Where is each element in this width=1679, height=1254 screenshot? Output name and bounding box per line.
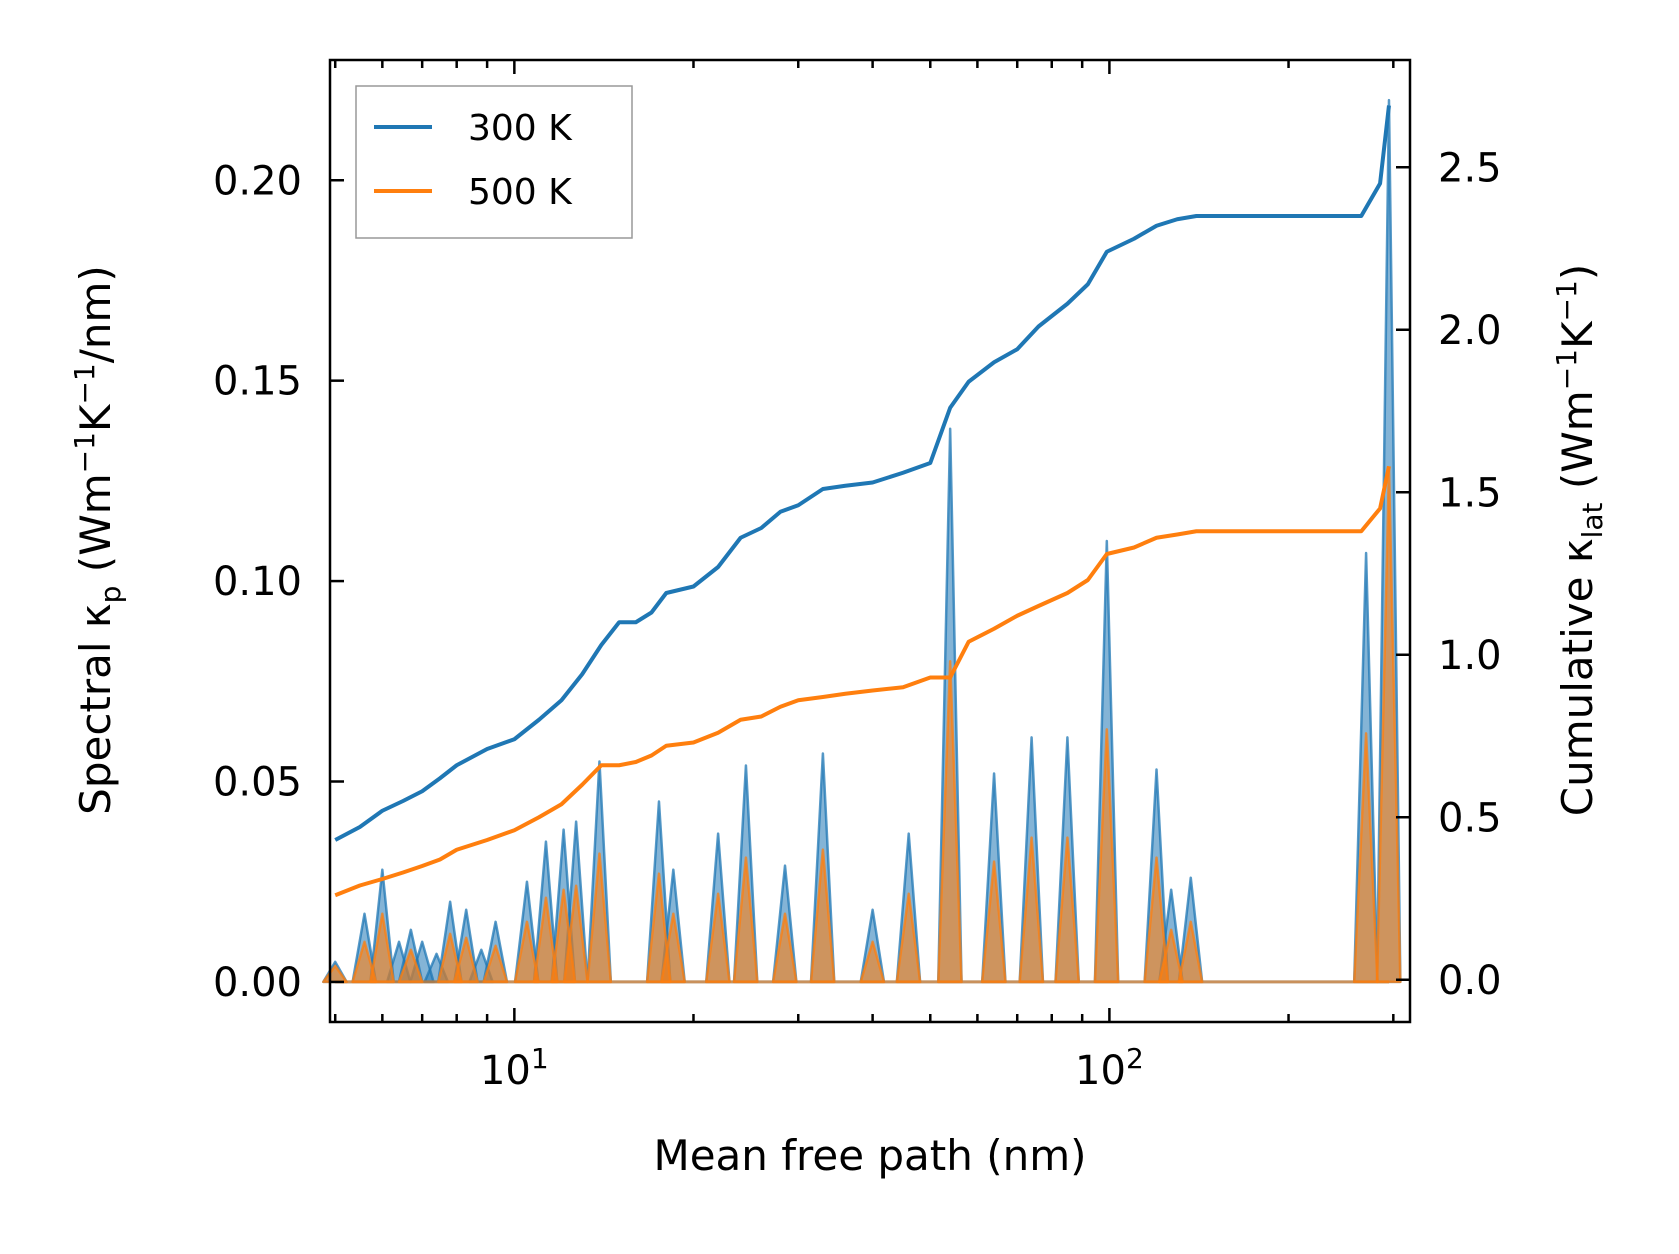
x-tick-label-100: 102	[1075, 1042, 1144, 1094]
y-right-tick-label-5: 2.5	[1438, 145, 1502, 191]
y-left-tick-label-4: 0.20	[213, 158, 302, 204]
y-left-label-tail: /nm)	[71, 265, 120, 363]
legend-label-300K: 300 K	[468, 108, 573, 149]
legend-box	[355, 85, 633, 239]
axis-tick-labels: 101 1020.000.050.100.150.200.00.51.01.52.…	[213, 145, 1502, 1094]
y-right-label-sub: lat	[1576, 502, 1609, 538]
y-left-label-unit: (Wm	[71, 473, 120, 585]
legend: 300 K 500 K	[355, 85, 633, 239]
cumulative-line-300K	[334, 105, 1391, 842]
plot-frame	[328, 58, 1412, 1024]
y-left-label-sup2: −1	[68, 363, 101, 404]
y-left-tick-label-0: 0.00	[213, 960, 302, 1006]
cumulative-line-500K	[334, 465, 1391, 898]
y-left-label-sub: p	[94, 586, 127, 604]
x-tick-label-base: 10	[1075, 1048, 1126, 1094]
y-right-label-k: K	[1553, 320, 1602, 349]
axis-ticks	[330, 60, 1410, 1022]
y-left-tick-label-3: 0.15	[213, 359, 302, 405]
y-right-tick-label-3: 1.5	[1438, 470, 1502, 516]
x-axis-label: Mean free path (nm)	[653, 1131, 1086, 1180]
cumulative-lines	[334, 105, 1391, 898]
y-right-tick-label-1: 0.5	[1438, 795, 1502, 841]
x-tick-label-10: 101	[480, 1042, 549, 1094]
y-left-axis-label: Spectral κp (Wm−1K−1/nm)	[68, 265, 127, 815]
legend-label-500K: 500 K	[468, 172, 573, 213]
y-right-label-main: Cumulative κ	[1553, 538, 1602, 816]
y-right-tick-label-2: 1.0	[1438, 633, 1502, 679]
y-right-label-sup1: −1	[1550, 349, 1583, 390]
y-left-label-main: Spectral κ	[71, 603, 120, 815]
y-left-label-k: K	[71, 403, 120, 432]
x-tick-label-base: 10	[480, 1048, 531, 1094]
y-right-tick-label-4: 2.0	[1438, 308, 1502, 354]
y-right-axis-label: Cumulative κlat (Wm−1K−1)	[1550, 264, 1609, 816]
spectral-fill-500K	[322, 467, 1402, 984]
x-tick-label-exp: 2	[1126, 1042, 1144, 1075]
y-right-label-sup2: −1	[1550, 280, 1583, 321]
y-left-tick-label-1: 0.05	[213, 760, 302, 806]
y-right-tick-label-0: 0.0	[1438, 958, 1502, 1004]
y-left-tick-label-2: 0.10	[213, 559, 302, 605]
y-right-label-unit: (Wm	[1553, 390, 1602, 502]
y-left-label-sup1: −1	[68, 432, 101, 473]
x-tick-label-exp: 1	[531, 1042, 549, 1075]
y-right-label-tail: )	[1553, 264, 1602, 280]
